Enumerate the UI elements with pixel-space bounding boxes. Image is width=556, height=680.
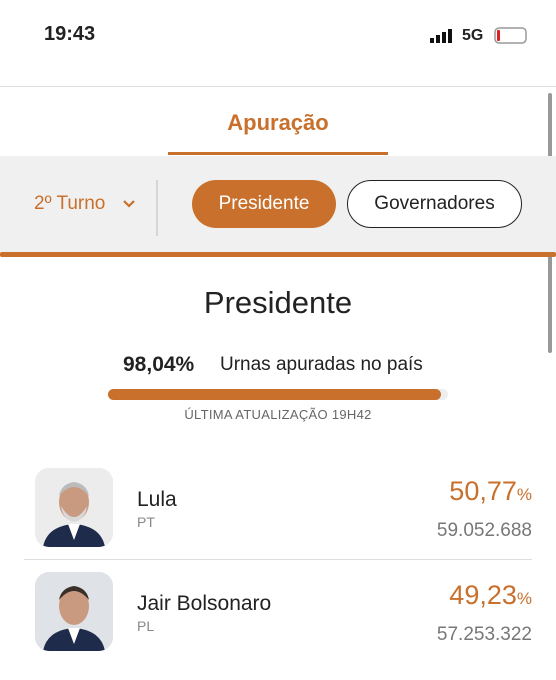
progress-track (108, 389, 448, 400)
tab-apuracao[interactable]: Apuração (227, 110, 329, 135)
candidate-party: PL (137, 618, 155, 634)
photo-figure (35, 468, 113, 547)
divider (0, 86, 556, 87)
percent-unit: % (516, 485, 532, 504)
tab-underline (168, 152, 388, 155)
filter-divider (156, 180, 158, 236)
status-icons (430, 27, 527, 44)
filter-button[interactable]: Presidente (192, 180, 336, 228)
photo-figure (35, 572, 113, 651)
progress-value: 98,04% (123, 353, 195, 376)
section-title: Presidente (203, 285, 353, 320)
percent-value: 49,23 (449, 580, 517, 610)
progress-caption: Urnas apuradas no país (220, 354, 423, 375)
candidate-photo (35, 468, 113, 547)
row-divider (24, 559, 532, 560)
candidate-percent: 49,23% (449, 580, 532, 611)
dropdown-chevron (123, 200, 135, 208)
percent-value: 50,77 (449, 476, 517, 506)
candidate-name: Lula (137, 488, 177, 511)
candidate-party: PT (137, 514, 155, 530)
last-update: ÚLTIMA ATUALIZAÇÃO 19H42 (184, 407, 372, 422)
filter-button[interactable]: Governadores (347, 180, 522, 228)
candidate-photo (35, 572, 113, 651)
status-network: 5G (462, 27, 484, 44)
candidate-percent: 50,77% (449, 476, 532, 507)
percent-unit: % (516, 589, 532, 608)
candidate-votes: 57.253.322 (436, 624, 532, 645)
progress-bar (108, 389, 442, 400)
round-dropdown[interactable]: 2º Turno (34, 193, 106, 214)
candidate-name: Jair Bolsonaro (137, 592, 272, 615)
section-rule (0, 252, 556, 257)
status-time: 19:43 (44, 23, 96, 45)
candidate-votes: 59.052.688 (436, 520, 532, 541)
